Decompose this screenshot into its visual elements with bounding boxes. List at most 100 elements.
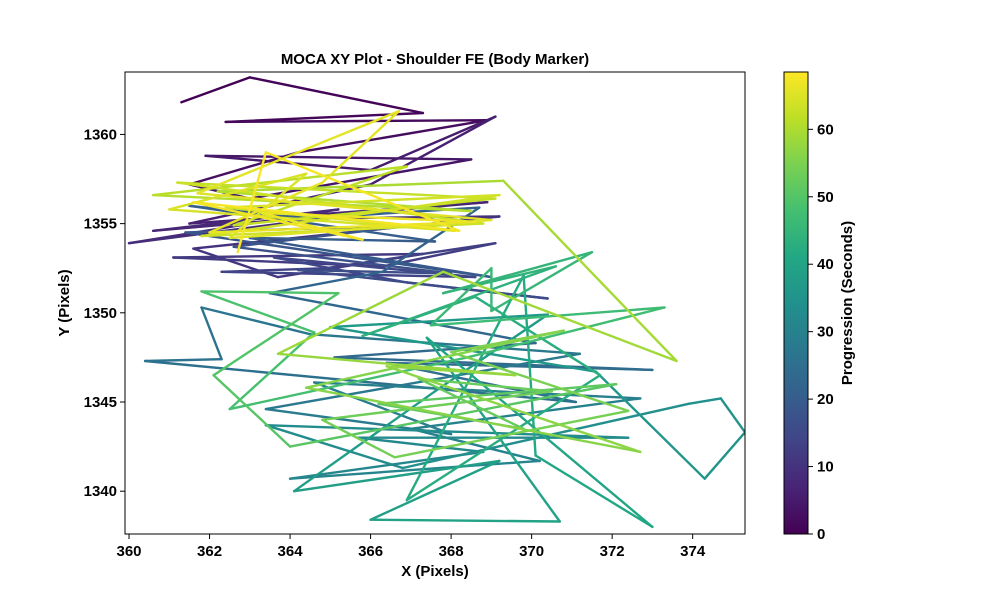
y-tick-label: 1345 <box>84 394 117 411</box>
colorbar-tick-label: 20 <box>817 391 834 408</box>
trajectory-segment <box>385 365 642 454</box>
trajectory-segment <box>417 377 525 430</box>
trajectory-segment <box>248 76 425 115</box>
chart-title: MOCA XY Plot - Shoulder FE (Body Marker) <box>281 51 589 68</box>
trajectory-segment <box>208 181 324 234</box>
trajectory-segment <box>200 306 312 336</box>
trajectory-segment <box>196 192 493 222</box>
trajectory-segment <box>321 418 396 459</box>
x-tick-label: 366 <box>358 543 383 560</box>
trajectory-segment <box>357 436 485 454</box>
y-tick-label: 1340 <box>84 483 117 500</box>
trajectory-segment <box>393 409 630 459</box>
x-tick-label: 374 <box>680 543 706 560</box>
trajectory-segment <box>405 374 602 502</box>
trajectory-segment <box>309 333 582 355</box>
trajectory-segment <box>264 424 630 439</box>
trajectory-segment <box>292 459 501 493</box>
trajectory-segment <box>329 313 549 329</box>
colorbar-tick-label: 40 <box>817 256 834 273</box>
trajectory-segment <box>224 118 489 124</box>
trajectory-segment <box>196 109 400 195</box>
trajectory-layer <box>127 76 745 529</box>
x-tick-label: 370 <box>519 543 544 560</box>
trajectory-segment <box>192 200 364 241</box>
x-axis: 360 362 364 366 368 370 372 374 <box>117 534 706 560</box>
colorbar-tick-label: 50 <box>817 189 834 206</box>
x-tick-label: 368 <box>439 543 464 560</box>
colorbar-tick-label: 60 <box>817 121 834 138</box>
colorbar-title: Progression (Seconds) <box>839 221 856 385</box>
trajectory-segment <box>321 109 400 184</box>
trajectory-segment <box>296 118 489 154</box>
trajectory-segment <box>369 518 561 523</box>
trajectory-segment <box>264 151 461 233</box>
x-tick-label: 362 <box>197 543 222 560</box>
trajectory-segment <box>180 76 252 104</box>
trajectory-segment <box>248 236 493 279</box>
trajectory-segment <box>502 179 678 363</box>
trajectory-segment <box>325 241 497 270</box>
trajectory-segment <box>248 236 437 243</box>
y-axis-title: Y (Pixels) <box>56 269 73 336</box>
trajectory-segment <box>522 274 537 457</box>
y-tick-label: 1350 <box>84 305 117 322</box>
trajectory-segment <box>276 352 517 377</box>
y-axis: 1340 1345 1350 1355 1360 <box>84 126 125 500</box>
trajectory-segment <box>429 267 493 327</box>
trajectory-segment <box>405 274 525 502</box>
trajectory-segment <box>268 292 537 345</box>
trajectory-segment <box>192 200 461 233</box>
trajectory-segment <box>296 268 453 275</box>
trajectory-segment <box>168 172 308 211</box>
trajectory-segment <box>188 204 437 243</box>
trajectory-segment <box>305 386 642 454</box>
trajectory-segment <box>703 431 745 480</box>
trajectory-segment <box>296 268 549 300</box>
trajectory-segment <box>228 356 469 411</box>
trajectory-segment <box>208 220 477 234</box>
trajectory-segment <box>490 250 594 313</box>
trajectory-segment <box>236 151 268 254</box>
trajectory-segment <box>204 154 473 161</box>
trajectory-segment <box>687 397 722 405</box>
trajectory-segment <box>143 358 223 363</box>
trajectory-segment <box>361 265 557 338</box>
trajectory-segment <box>168 208 457 233</box>
trajectory-segment <box>369 459 501 521</box>
trajectory-segment <box>176 181 497 200</box>
trajectory-segment <box>248 158 473 200</box>
trajectory-segment <box>288 459 541 480</box>
trajectory-segment <box>305 329 565 389</box>
trajectory-segment <box>200 290 340 295</box>
y-tick-label: 1360 <box>84 126 117 143</box>
trajectory-segment <box>276 270 445 355</box>
trajectory-segment <box>534 454 654 529</box>
trajectory-segment <box>369 115 497 172</box>
trajectory-segment <box>417 377 553 393</box>
x-axis-title: X (Pixels) <box>401 563 469 580</box>
x-tick-label: 372 <box>600 543 625 560</box>
trajectory-segment <box>441 250 594 295</box>
trajectory-segment <box>216 179 505 193</box>
trajectory-segment <box>212 292 340 377</box>
plot-frame <box>124 71 746 535</box>
trajectory-segment <box>433 313 549 393</box>
colorbar-tick-label: 0 <box>817 526 825 543</box>
trajectory-segment <box>200 306 223 361</box>
trajectory-segment <box>264 424 404 470</box>
trajectory-segment <box>369 115 497 186</box>
trajectory-segment <box>594 370 706 480</box>
colorbar-axis: 0 10 20 30 40 50 60 <box>808 121 834 543</box>
trajectory-segment <box>228 331 316 411</box>
colorbar <box>783 71 809 535</box>
trajectory-segment <box>321 215 501 220</box>
trajectory-segment <box>429 306 666 327</box>
trajectory-segment <box>719 397 745 434</box>
trajectory-segment <box>200 290 316 334</box>
x-tick-label: 360 <box>117 543 142 560</box>
trajectory-segment <box>268 270 384 295</box>
trajectory-segment <box>212 374 292 448</box>
